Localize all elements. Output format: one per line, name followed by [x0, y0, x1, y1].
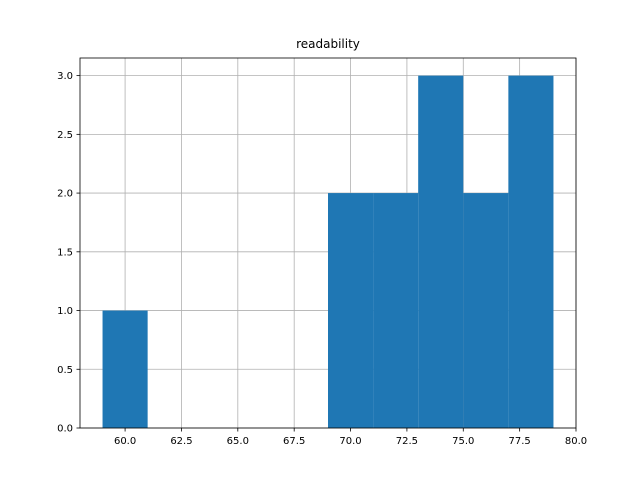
y-tick-label: 1.0	[57, 306, 73, 317]
x-tick-label: 62.5	[170, 436, 192, 447]
x-tick-label: 60.0	[114, 436, 136, 447]
y-tick-label: 2.5	[57, 130, 73, 141]
x-axis: 60.0 62.5 65.0 67.5 70.0 72.5 75.0 77.5 80.0	[114, 428, 587, 447]
x-tick-label: 75.0	[452, 436, 474, 447]
histogram-bar	[463, 193, 509, 428]
y-tick-label: 3.0	[57, 71, 73, 82]
y-tick-label: 2.0	[57, 189, 73, 200]
x-tick-label: 77.5	[509, 436, 531, 447]
x-tick-label: 72.5	[396, 436, 418, 447]
x-tick-label: 67.5	[283, 436, 305, 447]
x-tick-label: 70.0	[339, 436, 361, 447]
histogram-bar	[328, 193, 374, 428]
histogram-bar	[418, 75, 464, 428]
histogram-bar	[373, 193, 419, 428]
x-tick-label: 65.0	[227, 436, 249, 447]
chart-title: readability	[296, 37, 360, 51]
y-tick-label: 0.0	[57, 424, 73, 435]
plot-frame	[79, 57, 577, 429]
y-axis: 0.0 0.5 1.0 1.5 2.0 2.5 3.0	[57, 71, 80, 435]
y-tick-label: 0.5	[57, 365, 73, 376]
histogram-bar	[508, 75, 554, 428]
x-tick-label: 80.0	[565, 436, 587, 447]
bars	[102, 75, 554, 428]
histogram-bar	[102, 310, 148, 428]
y-tick-label: 1.5	[57, 247, 73, 258]
